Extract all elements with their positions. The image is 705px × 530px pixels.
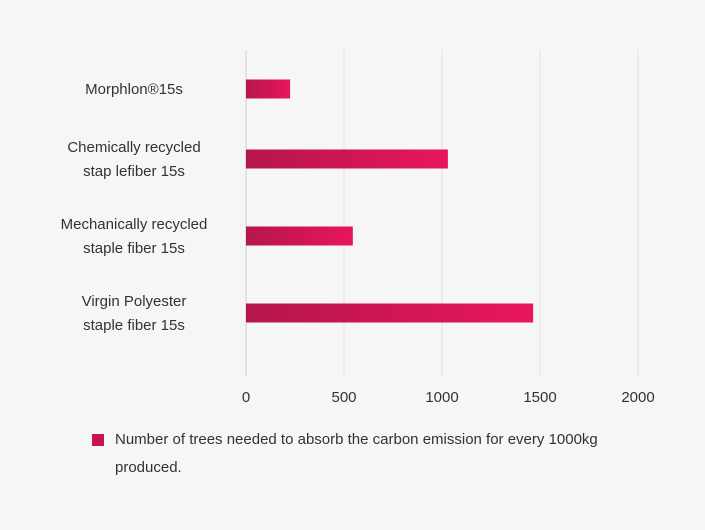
category-label: Morphlon®15s — [85, 81, 183, 98]
bars — [246, 79, 534, 323]
category-labels: Morphlon®15s Chemically recycled stap lefi… — [61, 81, 208, 334]
category-label: Mechanically recycled staple fiber 15s — [61, 216, 208, 257]
bar — [246, 79, 291, 99]
x-tick-label: 2000 — [621, 389, 654, 406]
bar — [246, 226, 353, 246]
category-label: Virgin Polyester staple fiber 15s — [82, 293, 187, 334]
legend-swatch — [92, 434, 104, 446]
x-axis-ticks: 0 500 1000 1500 2000 — [242, 389, 655, 406]
x-tick-label: 0 — [242, 389, 250, 406]
x-tick-label: 1500 — [523, 389, 556, 406]
bar — [246, 149, 448, 169]
bar — [246, 303, 534, 323]
category-label: Chemically recycled stap lefiber 15s — [67, 139, 200, 180]
gridlines — [245, 50, 639, 376]
legend: Number of trees needed to absorb the car… — [92, 426, 652, 482]
x-tick-label: 500 — [331, 389, 356, 406]
legend-label: Number of trees needed to absorb the car… — [115, 431, 598, 476]
x-tick-label: 1000 — [425, 389, 458, 406]
